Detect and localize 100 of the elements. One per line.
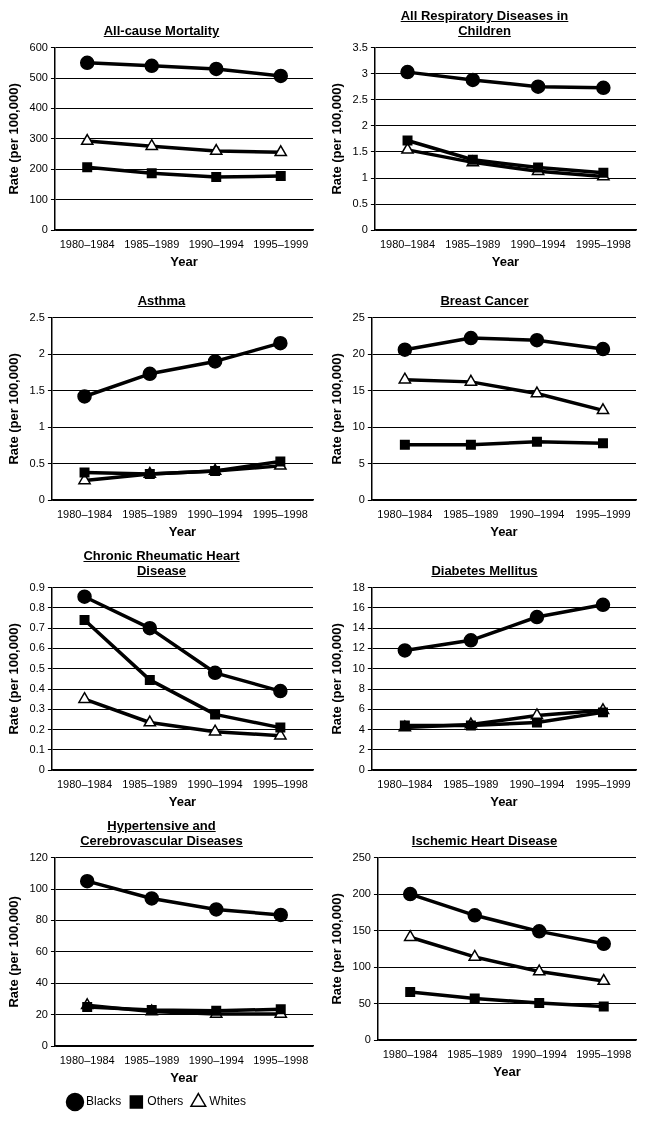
y-tick-label: 0.4 (29, 682, 45, 695)
y-tick-label: 1.5 (29, 383, 45, 396)
x-tick-label: 1985–1989 (444, 237, 500, 250)
y-tick-label: 1.5 (352, 144, 368, 157)
legend-label: Whites (208, 1094, 246, 1109)
y-tick-label: 0.6 (29, 641, 45, 654)
y-axis-title: Rate (per 100,000) (5, 353, 21, 465)
x-tick-label: 1990–1994 (510, 237, 566, 250)
x-tick-label: 1995–1998 (575, 1047, 631, 1060)
x-tick-label: 1990–1994 (188, 237, 244, 250)
y-tick-label: 120 (29, 850, 48, 863)
y-tick-label: 8 (358, 682, 365, 695)
y-tick-label: 100 (29, 192, 48, 205)
y-tick-label: 100 (29, 882, 48, 895)
chart-title: Ischemic Heart Disease (410, 832, 559, 848)
y-tick-label: 14 (352, 621, 365, 634)
x-axis-title: Year (491, 253, 519, 269)
x-axis-title: Year (168, 793, 196, 809)
y-tick-label: 1 (38, 420, 45, 433)
x-tick-label: 1985–1989 (123, 237, 179, 250)
x-tick-label: 1980–1984 (59, 1053, 115, 1066)
y-tick-label: 2 (361, 118, 368, 131)
x-tick-label: 1995–1998 (252, 777, 308, 790)
y-tick-label: 0 (38, 493, 45, 506)
y-axis-title: Rate (per 100,000) (5, 623, 21, 735)
y-tick-label: 200 (352, 887, 371, 900)
y-tick-label: 2 (38, 347, 45, 360)
y-tick-label: 25 (352, 310, 365, 323)
y-tick-label: 0 (38, 763, 45, 776)
y-tick-label: 20 (352, 347, 365, 360)
x-tick-label: 1995–1998 (252, 1053, 308, 1066)
x-tick-label: 1980–1984 (382, 1047, 438, 1060)
y-tick-label: 2 (358, 742, 365, 755)
y-axis-title: Rate (per 100,000) (5, 896, 21, 1008)
x-tick-label: 1995–1999 (252, 237, 308, 250)
x-tick-label: 1985–1989 (121, 507, 177, 520)
x-tick-label: 1980–1984 (56, 777, 112, 790)
y-tick-label: 0.1 (29, 742, 45, 755)
y-tick-label: 50 (358, 996, 371, 1009)
chart-title: All Respiratory Diseases in Children (399, 7, 570, 38)
x-axis-title: Year (489, 523, 518, 539)
x-axis-title: Year (169, 253, 198, 269)
x-tick-label: 1990–1994 (187, 507, 243, 520)
legend-label: Others (146, 1094, 183, 1109)
y-tick-label: 0.7 (29, 621, 45, 634)
y-axis-title: Rate (per 100,000) (328, 623, 344, 735)
y-tick-label: 150 (352, 923, 371, 936)
y-tick-label: 300 (29, 131, 48, 144)
y-tick-label: 3 (361, 66, 368, 79)
chart-title: Hypertensive and Cerebrovascular Diseases (79, 817, 244, 848)
y-tick-label: 0 (41, 1039, 48, 1052)
x-tick-label: 1990–1994 (508, 507, 564, 520)
y-tick-label: 0.2 (29, 722, 45, 735)
x-tick-label: 1995–1998 (252, 507, 308, 520)
chart-title: Breast Cancer (439, 292, 530, 308)
y-tick-label: 15 (352, 383, 365, 396)
x-tick-label: 1985–1989 (442, 507, 498, 520)
y-tick-label: 0.5 (29, 456, 45, 469)
y-tick-label: 40 (35, 976, 48, 989)
x-axis-title: Year (492, 1063, 521, 1079)
y-tick-label: 0.8 (29, 600, 45, 613)
y-tick-label: 18 (352, 580, 365, 593)
y-tick-label: 80 (35, 913, 48, 926)
x-tick-label: 1990–1994 (187, 777, 243, 790)
x-tick-label: 1980–1984 (376, 507, 432, 520)
x-tick-label: 1985–1989 (446, 1047, 502, 1060)
x-tick-label: 1995–1999 (574, 777, 631, 790)
y-tick-label: 16 (352, 600, 365, 613)
x-tick-label: 1980–1984 (59, 237, 115, 250)
y-tick-label: 0 (41, 223, 48, 236)
y-axis-title: Rate (per 100,000) (328, 353, 344, 465)
x-tick-label: 1985–1989 (121, 777, 177, 790)
y-tick-label: 20 (35, 1007, 48, 1020)
y-tick-label: 6 (358, 702, 365, 715)
x-tick-label: 1995–1998 (575, 237, 631, 250)
x-tick-label: 1990–1994 (188, 1053, 244, 1066)
y-axis-title: Rate (per 100,000) (328, 893, 344, 1005)
y-tick-label: 500 (29, 71, 48, 84)
x-axis-title: Year (168, 523, 196, 539)
y-tick-label: 100 (352, 960, 371, 973)
x-tick-label: 1980–1984 (379, 237, 435, 250)
y-axis-title: Rate (per 100,000) (5, 83, 21, 195)
y-axis-title: Rate (per 100,000) (328, 83, 344, 195)
y-tick-label: 0 (358, 763, 365, 776)
y-tick-label: 0.5 (29, 661, 45, 674)
legend-label: Blacks (85, 1094, 121, 1109)
y-tick-label: 250 (352, 850, 371, 863)
x-axis-title: Year (169, 1069, 198, 1085)
x-tick-label: 1985–1989 (123, 1053, 179, 1066)
chart-title: Asthma (136, 292, 187, 308)
x-tick-label: 1990–1994 (508, 777, 564, 790)
y-tick-label: 12 (352, 641, 365, 654)
y-tick-label: 1 (361, 171, 368, 184)
x-tick-label: 1995–1999 (574, 507, 631, 520)
chart-title: Chronic Rheumatic Heart Disease (82, 547, 241, 578)
x-tick-label: 1990–1994 (511, 1047, 567, 1060)
y-tick-label: 10 (352, 420, 365, 433)
y-tick-label: 5 (358, 456, 365, 469)
y-tick-label: 400 (29, 101, 48, 114)
x-tick-label: 1985–1989 (442, 777, 498, 790)
